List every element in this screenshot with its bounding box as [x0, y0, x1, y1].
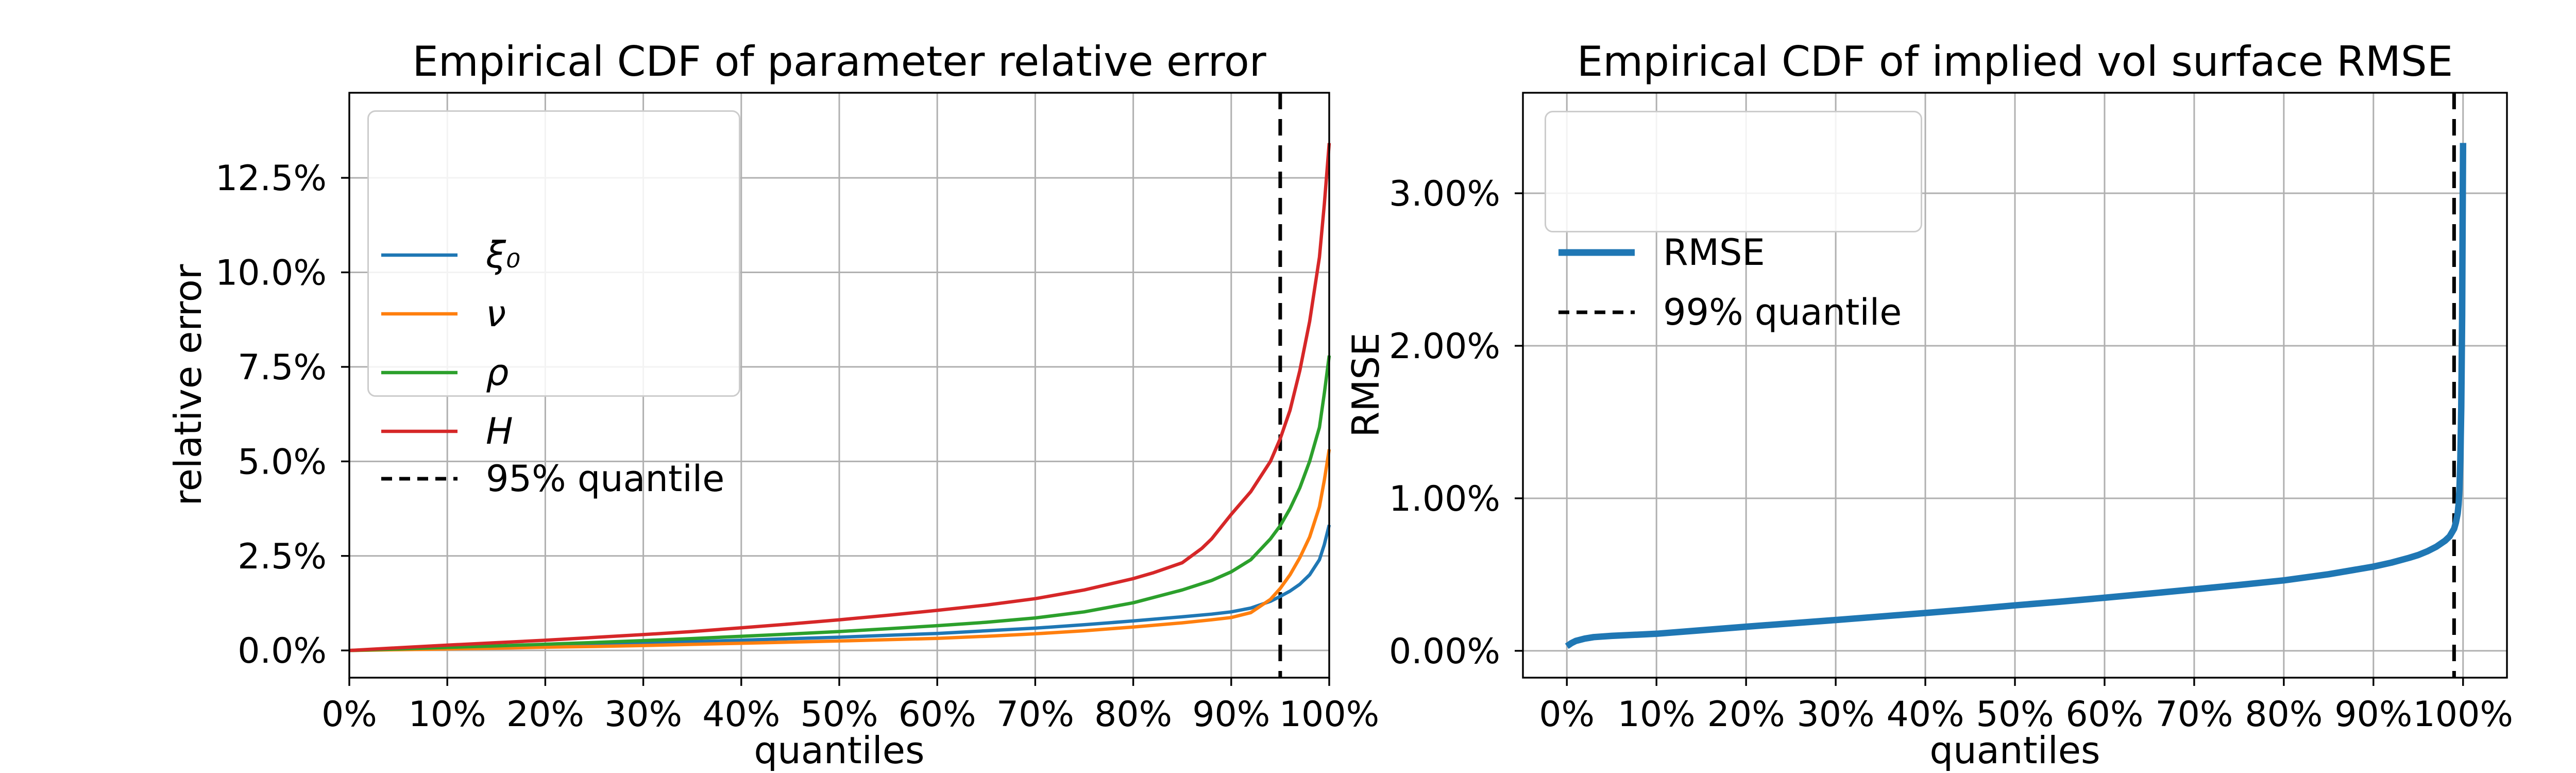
series-line-ρ: [349, 355, 1331, 652]
x-tick-label: 0%: [1539, 694, 1595, 735]
y-tick-label: 1.00%: [1389, 479, 1500, 519]
legend-line-sample: [381, 429, 457, 433]
x-tick-label: 80%: [2245, 694, 2323, 735]
series-line-H: [349, 143, 1331, 652]
y-tick-label: 0.0%: [238, 631, 327, 671]
x-tick-label: 70%: [2155, 694, 2233, 735]
x-tick-label: 20%: [506, 694, 584, 735]
x-tick-label: 80%: [1094, 694, 1172, 735]
legend-dashed-line-sample: [381, 477, 457, 481]
right-plot-axes: 0% 10% 20% 30% 40% 50% 60% 70% 80% 90% 100% 0.00% 1.…: [1389, 92, 2513, 735]
left-plot-axes: 0% 10% 20% 30% 40% 50% 60% 70% 80% 90% 100% 0.0% 2.5…: [215, 92, 1379, 735]
y-tick-label: 2.5%: [238, 536, 327, 577]
x-tick-label: 30%: [604, 694, 682, 735]
x-tick-label: 10%: [1618, 694, 1696, 735]
left-plot-ylabel: relative error: [166, 264, 210, 506]
left-plot-legend: ξ₀ ν ρ H 95% quantile: [367, 110, 740, 500]
x-tick-label: 0%: [321, 694, 377, 735]
x-tick-label: 50%: [1976, 694, 2054, 735]
y-tick-label: 2.00%: [1389, 326, 1500, 367]
x-tick-label: 100%: [2413, 694, 2513, 735]
legend-label: ρ: [486, 351, 509, 394]
left-plot-xlabel: quantiles: [754, 729, 925, 772]
legend-label: RMSE: [1663, 231, 1765, 274]
y-tick-label: 10.0%: [215, 253, 327, 293]
legend-label: ξ₀: [486, 234, 521, 276]
series-line-ν: [349, 449, 1331, 652]
legend-label: 95% quantile: [486, 458, 725, 500]
legend-dashed-line-sample: [1558, 310, 1635, 314]
legend-line-sample: [381, 312, 457, 316]
legend-line-sample: [381, 371, 457, 375]
x-tick-label: 90%: [2334, 694, 2412, 735]
x-tick-label: 60%: [899, 694, 976, 735]
right-plot-xlabel: quantiles: [1929, 729, 2100, 772]
legend-line-sample: [381, 253, 457, 257]
legend-label: H: [486, 410, 513, 452]
left-plot-title: Empirical CDF of parameter relative erro…: [412, 38, 1266, 86]
right-plot-legend: RMSE 99% quantile: [1545, 111, 1922, 333]
legend-line-sample: [1558, 249, 1635, 256]
x-tick-label: 60%: [2065, 694, 2143, 735]
legend-item: ν: [369, 291, 739, 337]
y-tick-label: 3.00%: [1389, 174, 1500, 214]
y-tick-label: 7.5%: [238, 347, 327, 388]
x-tick-label: 40%: [1886, 694, 1964, 735]
y-tick-label: 0.00%: [1389, 631, 1500, 672]
legend-item: RMSE: [1546, 229, 1921, 276]
right-plot-ylabel: RMSE: [1344, 332, 1387, 438]
x-tick-label: 10%: [409, 694, 486, 735]
x-tick-label: 40%: [702, 694, 780, 735]
legend-item: H: [369, 408, 739, 455]
legend-label: 99% quantile: [1663, 291, 1902, 333]
right-plot-title: Empirical CDF of implied vol surface RMS…: [1577, 38, 2453, 86]
x-tick-label: 90%: [1192, 694, 1270, 735]
x-tick-label: 100%: [1279, 694, 1379, 735]
legend-item: ξ₀: [369, 232, 739, 278]
series-line-RMSE: [1565, 143, 2467, 649]
x-tick-label: 20%: [1707, 694, 1785, 735]
legend-item: ρ: [369, 349, 739, 396]
y-tick-label: 5.0%: [238, 442, 327, 482]
x-tick-label: 50%: [800, 694, 878, 735]
x-tick-label: 30%: [1797, 694, 1875, 735]
legend-item: 95% quantile: [369, 456, 739, 502]
legend-label: ν: [486, 293, 506, 335]
y-tick-label: 12.5%: [215, 158, 327, 199]
x-tick-label: 70%: [996, 694, 1074, 735]
series-line-ξ₀: [349, 524, 1331, 652]
legend-item: 99% quantile: [1546, 289, 1921, 335]
